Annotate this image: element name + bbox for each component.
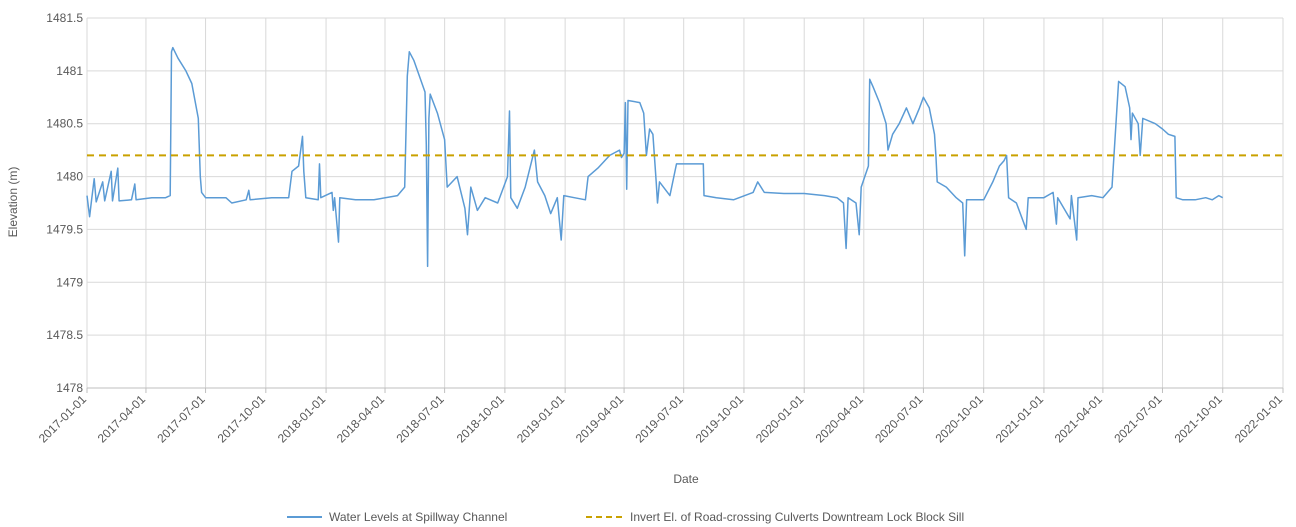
x-tick-label: 2020-10-01 — [932, 392, 986, 446]
x-tick-label: 2018-01-01 — [275, 392, 329, 446]
x-tick-label: 2019-10-01 — [693, 392, 747, 446]
x-tick-label: 2020-04-01 — [813, 392, 867, 446]
x-tick-label: 2021-01-01 — [993, 392, 1047, 446]
x-tick-label: 2020-07-01 — [872, 392, 926, 446]
x-tick-label: 2018-10-01 — [454, 392, 508, 446]
x-tick-label: 2018-04-01 — [334, 392, 388, 446]
y-axis-title: Elevation (m) — [6, 167, 20, 238]
x-tick-label: 2022-01-01 — [1232, 392, 1286, 446]
x-tick-label: 2021-07-01 — [1111, 392, 1165, 446]
x-tick-label: 2017-01-01 — [36, 392, 90, 446]
x-axis-ticks: 2017-01-01 2017-04-01 2017-07-01 2017-10-01… — [36, 392, 1286, 446]
y-tick-label: 1480 — [56, 170, 83, 184]
x-tick-label: 2019-07-01 — [633, 392, 687, 446]
x-tick-label: 2017-10-01 — [215, 392, 269, 446]
y-tick-label: 1481 — [56, 64, 83, 78]
series-line-water-levels — [86, 46, 1224, 268]
y-tick-label: 1478.5 — [46, 328, 83, 342]
x-tick-label: 2018-07-01 — [393, 392, 447, 446]
x-tick-label: 2021-04-01 — [1052, 392, 1106, 446]
y-axis-ticks: 1478 1478.5 1479 1479.5 1480 1480.5 1481 1481.5 — [46, 11, 83, 395]
x-axis-title: Date — [673, 472, 699, 486]
x-tick-label: 2017-07-01 — [154, 392, 208, 446]
x-tick-label: 2021-10-01 — [1172, 392, 1226, 446]
x-tick-label: 2017-04-01 — [95, 392, 149, 446]
y-tick-label: 1478 — [56, 381, 83, 395]
y-tick-label: 1480.5 — [46, 117, 83, 131]
grid-lines — [86, 17, 1284, 393]
legend-label-water-levels: Water Levels at Spillway Channel — [329, 510, 507, 524]
legend: Water Levels at Spillway Channel Invert … — [287, 510, 964, 524]
legend-label-invert-elevation: Invert El. of Road-crossing Culverts Dow… — [630, 510, 964, 524]
y-tick-label: 1479.5 — [46, 222, 83, 236]
y-tick-label: 1479 — [56, 275, 83, 289]
x-tick-label: 2019-04-01 — [573, 392, 627, 446]
y-tick-label: 1481.5 — [46, 11, 83, 25]
x-tick-label: 2020-01-01 — [753, 392, 807, 446]
x-tick-label: 2019-01-01 — [514, 392, 568, 446]
series-lines — [86, 46, 1283, 268]
